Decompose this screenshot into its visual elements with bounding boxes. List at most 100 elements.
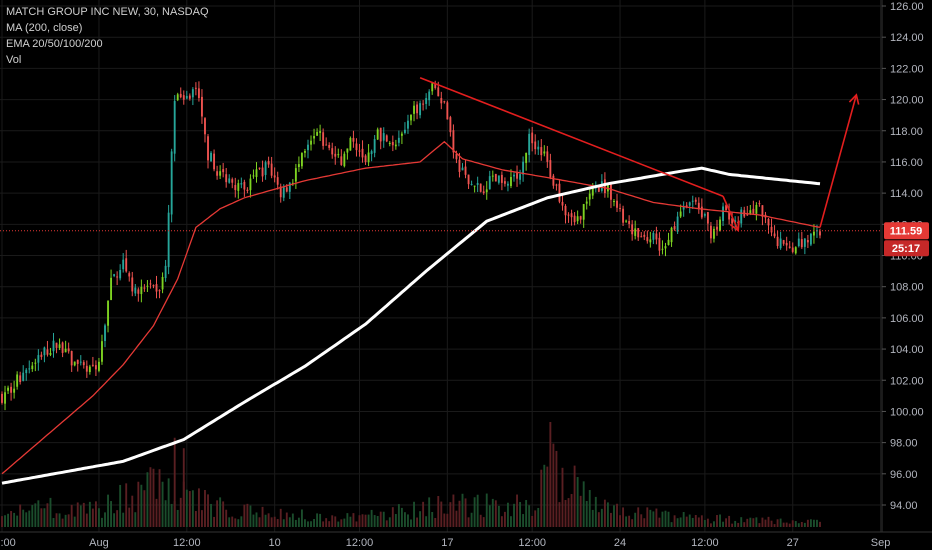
volume-bar xyxy=(555,450,558,527)
candle-body xyxy=(91,364,94,366)
price-axis[interactable]: 126.00 124.00 122.00 120.00 118.00 116.00 114.… xyxy=(882,1,924,512)
volume-bar xyxy=(579,495,582,527)
candle-body xyxy=(131,277,134,292)
volume-bar xyxy=(155,498,158,527)
candle-body xyxy=(88,366,91,372)
candle-body xyxy=(591,187,594,196)
volume-bar xyxy=(422,501,425,527)
candle-body xyxy=(343,153,346,167)
grid xyxy=(0,0,882,532)
volume-bar xyxy=(310,521,312,527)
volume-bar xyxy=(300,509,303,527)
volume-bar xyxy=(19,504,22,527)
ema-study-label[interactable]: EMA 20/50/100/200 xyxy=(6,38,103,50)
candle-body xyxy=(25,369,28,374)
volume-bar xyxy=(691,517,694,527)
candle-body xyxy=(267,161,270,165)
candle-body xyxy=(243,181,246,190)
candle-body xyxy=(279,186,282,198)
price-tick-label: 100.00 xyxy=(890,406,924,418)
candle-body xyxy=(49,353,52,355)
volume-bar xyxy=(31,505,34,527)
candle-body xyxy=(28,368,31,370)
volume-bar xyxy=(55,513,58,527)
ma-study-label[interactable]: MA (200, close) xyxy=(6,22,83,34)
volume-bar xyxy=(325,518,328,527)
candle-body xyxy=(101,341,103,362)
volume-bar xyxy=(479,514,482,527)
volume-bar xyxy=(673,515,676,527)
volume-bar xyxy=(713,521,715,527)
candle-body xyxy=(431,83,434,92)
candle-body xyxy=(697,202,700,209)
volume-bar xyxy=(676,518,679,527)
volume-bar xyxy=(285,512,288,527)
volume-bar xyxy=(570,494,573,527)
volume-bar xyxy=(140,484,143,527)
volume-study-label[interactable]: Vol xyxy=(6,54,22,66)
volume-bar xyxy=(143,490,146,527)
volume-bar xyxy=(719,514,721,527)
volume-bar xyxy=(13,512,16,527)
candle-body xyxy=(740,209,743,224)
candle-body xyxy=(73,361,76,366)
volume-bar xyxy=(734,520,737,527)
time-axis[interactable]: 12:00 Aug 12:00 10 12:00 17 12:00 24 12:00 27 Sep xyxy=(0,537,890,549)
volume-bar xyxy=(797,523,800,527)
price-badge: 111.59 25:17 xyxy=(884,222,929,257)
volume-bar xyxy=(803,522,806,527)
candle-body xyxy=(688,202,691,206)
volume-bar xyxy=(355,521,358,527)
volume-bar xyxy=(194,511,197,527)
volume-bar xyxy=(731,523,734,527)
candle-body xyxy=(813,231,815,236)
candle-body xyxy=(661,248,664,250)
volume-bar xyxy=(552,443,555,527)
candle-body xyxy=(10,386,13,393)
candle-body xyxy=(322,132,325,146)
time-tick-label: 12:00 xyxy=(691,537,719,549)
volume-bar xyxy=(167,478,170,527)
candle-body xyxy=(167,212,170,268)
volume-bar xyxy=(567,498,570,527)
time-tick-label: 12:00 xyxy=(346,537,374,549)
candle-body xyxy=(537,146,540,150)
candle-body xyxy=(152,285,155,287)
volume-bar xyxy=(370,509,373,527)
candle-body xyxy=(434,84,437,88)
candle-body xyxy=(510,177,512,187)
volume-bar xyxy=(346,513,349,527)
volume-bar xyxy=(231,516,234,527)
candle-body xyxy=(340,156,343,165)
volume-bar xyxy=(125,483,128,527)
candle-body xyxy=(585,201,588,204)
candle-body xyxy=(534,141,537,150)
candle-body xyxy=(628,221,631,224)
volume-bar xyxy=(182,448,185,527)
volume-bar xyxy=(491,498,494,527)
candle-body xyxy=(264,162,267,175)
candle-body xyxy=(313,136,315,139)
candle-body xyxy=(549,160,552,178)
candle-body xyxy=(304,151,306,153)
volume-bar xyxy=(16,515,19,527)
candle-body xyxy=(149,283,152,285)
volume-bar xyxy=(682,512,685,527)
candle-body xyxy=(16,374,19,387)
candle-body xyxy=(116,276,119,278)
volume-bar xyxy=(528,505,531,527)
candle-body xyxy=(297,164,300,168)
volume-bar xyxy=(79,505,82,527)
candle-body xyxy=(588,193,591,200)
volume-bar xyxy=(367,514,370,527)
volume-bar xyxy=(52,518,55,527)
symbol-title[interactable]: MATCH GROUP INC NEW, 30, NASDAQ xyxy=(6,6,209,18)
volume-bar xyxy=(219,497,222,527)
candle-body xyxy=(46,349,49,355)
volume-bar xyxy=(800,521,803,527)
candle-body xyxy=(500,174,503,183)
volume-bar xyxy=(25,512,28,527)
candle-body xyxy=(446,102,449,120)
